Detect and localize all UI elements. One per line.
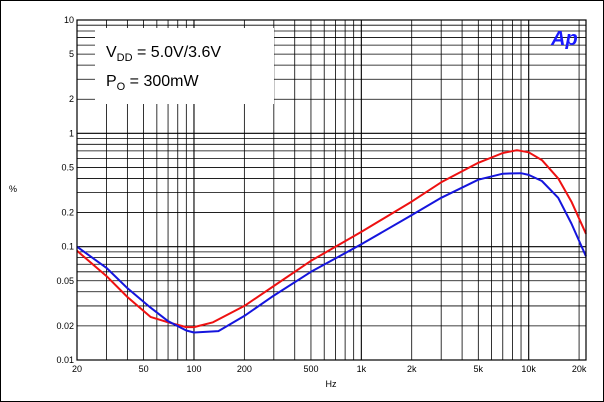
- legend-background: [95, 28, 274, 104]
- y-tick-label: 0.02: [56, 321, 74, 331]
- y-tick-label: 0.05: [56, 276, 74, 286]
- plot-border: [76, 19, 587, 361]
- series-line-2: [76, 172, 587, 334]
- series-layer: [76, 149, 587, 334]
- x-tick-label: 50: [139, 364, 149, 374]
- legend-line-1: VDD = 5.0V/3.6V: [106, 44, 221, 64]
- y-tick-label: 0.2: [61, 208, 74, 218]
- series-line-1: [76, 149, 587, 329]
- ap-logo: Ap: [550, 28, 578, 50]
- x-axis-label: Hz: [326, 379, 337, 389]
- y-axis-label: %: [9, 184, 17, 194]
- x-tick-label: 1k: [357, 364, 367, 374]
- x-tick-label: 100: [186, 364, 201, 374]
- tick-labels: 20 50 100 200 500 1k 2k 5k 10k 20k 10 5 2 1 0.5 0.2 0.1 0…: [56, 15, 586, 374]
- x-tick-label: 500: [303, 364, 318, 374]
- ap-logo-text: Ap: [550, 28, 578, 50]
- y-tick-label: 10: [64, 15, 74, 25]
- x-tick-label: 20: [72, 364, 82, 374]
- y-tick-label: 1: [69, 128, 74, 138]
- y-tick-label: 2: [69, 94, 74, 104]
- x-tick-label: 20k: [572, 364, 587, 374]
- legend-box: VDD = 5.0V/3.6V PO = 300mW: [95, 28, 274, 104]
- x-tick-label: 200: [237, 364, 252, 374]
- y-tick-label: 0.1: [61, 242, 74, 252]
- legend-line-2: PO = 300mW: [106, 73, 199, 93]
- y-tick-label: 0.01: [56, 355, 74, 365]
- x-tick-label: 5k: [474, 364, 484, 374]
- y-tick-label: 5: [69, 49, 74, 59]
- x-tick-label: 2k: [407, 364, 417, 374]
- y-tick-label: 0.5: [61, 162, 74, 172]
- x-tick-label: 10k: [521, 364, 536, 374]
